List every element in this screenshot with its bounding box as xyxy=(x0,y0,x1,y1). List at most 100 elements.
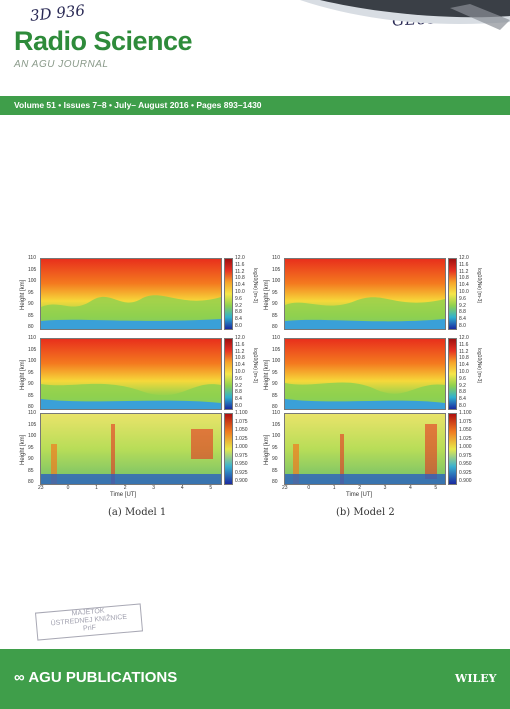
model1-row3-x-tick: 1 xyxy=(95,485,98,491)
issue-line: Volume 51 • Issues 7–8 • July– August 20… xyxy=(14,100,262,110)
model2-row3-x-tick: 23 xyxy=(282,485,288,491)
model2-row1-y-tick: 85 xyxy=(272,312,278,319)
model2-panel-2 xyxy=(284,338,446,410)
model1-row1-colorbar-label: 10.0 xyxy=(235,289,245,295)
model2-row2-y-tick: 95 xyxy=(272,369,278,376)
model2-row2-y-tick: 110 xyxy=(272,335,280,341)
model1-row2-y-tick: 80 xyxy=(28,404,34,410)
model1-row1-colorbar-unit: log10(Ne) [m-3] xyxy=(252,268,258,303)
model1-row2-colorbar-label: 8.4 xyxy=(235,396,242,403)
model1-row3-x-tick: 5 xyxy=(209,485,213,491)
model1-row3-x-tick: 4 xyxy=(180,485,184,491)
model1-colorbar-2 xyxy=(224,338,233,410)
model1-row3-colorbar-label: 0.950 xyxy=(235,461,248,467)
model2-row1-colorbar-unit: log10(Ne) [m-3] xyxy=(476,268,482,303)
model2-row2-y-tick: 90 xyxy=(272,381,278,387)
model1-panel-2 xyxy=(40,338,222,410)
model1-panel-1 xyxy=(40,258,222,330)
model1-row2-colorbar-label: 11.2 xyxy=(235,348,245,355)
model1-row3-y-tick: 105 xyxy=(28,421,37,428)
model1-row2-colorbar-label: 10.4 xyxy=(235,362,245,369)
agu-publications-logo: ∞ AGU PUBLICATIONS xyxy=(14,669,178,686)
model1-row1-colorbar-label: 8.0 xyxy=(235,323,242,329)
model2-row1-y-tick: 110 xyxy=(272,255,280,261)
model2-row3-colorbar-label: 0.975 xyxy=(459,452,472,459)
model2-row3-colorbar-label: 1.000 xyxy=(459,444,472,450)
model2-row2-y-tick: 100 xyxy=(272,358,281,364)
model2-row3-colorbar-label: 0.950 xyxy=(459,461,472,467)
model1-row3-x-tick: 0 xyxy=(66,485,70,491)
model2-row1-colorbar-label: 8.0 xyxy=(459,323,466,329)
handwritten-note-left: 3D 936 xyxy=(29,1,86,25)
model1-colorbar-3 xyxy=(224,413,233,485)
model1-row2-colorbar-label: 9.6 xyxy=(235,375,242,382)
model2-row1-colorbar-label: 10.8 xyxy=(459,275,469,282)
model2-row2-colorbar-label: 8.8 xyxy=(459,389,466,396)
library-stamp: MAJETOK ÚSTREDNEJ KNIŽNICE PriF xyxy=(34,603,144,641)
model2-panel-1 xyxy=(284,258,446,330)
model2-row3-x-tick: 2 xyxy=(358,485,361,491)
model1-row3-x-tick: 2 xyxy=(123,485,127,491)
model2-row1-colorbar-label: 8.4 xyxy=(459,316,466,323)
model2-row3-y-tick: 85 xyxy=(272,467,278,474)
model2-row3-x-tick: 0 xyxy=(307,485,311,491)
model2-row1-colorbar-label: 10.0 xyxy=(459,289,469,295)
model2-row2-colorbar-label: 10.4 xyxy=(459,362,469,369)
model1-row3-y-tick: 110 xyxy=(28,410,36,416)
caption-model-2: (b) Model 2 xyxy=(336,507,395,518)
model1-row3-colorbar-label: 1.075 xyxy=(235,418,248,425)
model2-row1-y-tick: 105 xyxy=(272,266,281,273)
model2-row1-colorbar-label: 11.6 xyxy=(459,261,469,268)
model1-row1-y-tick: 95 xyxy=(28,289,34,296)
model2-row1-y-tick: 80 xyxy=(272,324,278,330)
model2-row1-y-tick: 100 xyxy=(272,278,281,284)
model2-row2-colorbar-label: 11.2 xyxy=(459,348,469,355)
model2-row3-colorbar-label: 1.025 xyxy=(459,435,472,442)
model2-row1-colorbar-label: 9.2 xyxy=(459,302,466,309)
model2-row2-y-tick: 80 xyxy=(272,404,278,410)
model2-row1-colorbar-label: 11.2 xyxy=(459,268,469,275)
model2-colorbar-3 xyxy=(448,413,457,485)
model1-row2-colorbar-label: 10.8 xyxy=(235,355,245,362)
issue-band xyxy=(0,96,510,115)
model1-row3-y-label: Height [km] xyxy=(20,434,26,465)
model1-row1-colorbar-label: 10.8 xyxy=(235,275,245,282)
model2-row1-colorbar-label: 12.0 xyxy=(459,255,469,261)
model1-row3-colorbar-label: 0.975 xyxy=(235,452,248,459)
model2-row3-x-tick: 3 xyxy=(383,485,387,491)
footer-band xyxy=(0,649,510,709)
model2-row3-colorbar-label: 0.900 xyxy=(459,478,472,484)
model2-row1-y-tick: 90 xyxy=(272,301,278,307)
model2-row3-colorbar-label: 1.050 xyxy=(459,427,472,433)
model1-row1-colorbar-label: 8.4 xyxy=(235,316,242,323)
model1-row2-y-label: Height [km] xyxy=(20,359,26,390)
model1-row2-colorbar-label: 8.8 xyxy=(235,389,242,396)
model2-row2-y-tick: 85 xyxy=(272,392,278,399)
model1-row1-colorbar-label: 9.6 xyxy=(235,295,242,302)
model1-row2-y-tick: 90 xyxy=(28,381,34,387)
model1-row1-colorbar-label: 9.2 xyxy=(235,302,242,309)
model1-row2-y-tick: 105 xyxy=(28,346,37,353)
model1-row1-y-tick: 85 xyxy=(28,312,34,319)
model2-row3-x-tick: 4 xyxy=(408,485,412,491)
model2-row3-colorbar-label: 1.075 xyxy=(459,418,472,425)
caption-model-1: (a) Model 1 xyxy=(108,507,167,518)
model2-row2-colorbar-label: 10.0 xyxy=(459,369,469,375)
model1-row1-colorbar-label: 11.6 xyxy=(235,261,245,268)
model1-panel-3 xyxy=(40,413,222,485)
model2-row3-y-tick: 80 xyxy=(272,479,278,485)
model1-row1-y-tick: 100 xyxy=(28,278,37,284)
model1-row2-colorbar-label: 10.0 xyxy=(235,369,245,375)
model1-row3-x-tick: 3 xyxy=(152,485,156,491)
model1-row3-colorbar-label: 1.025 xyxy=(235,435,248,442)
model2-row1-colorbar-label: 9.6 xyxy=(459,295,466,302)
model1-row1-y-tick: 80 xyxy=(28,324,34,330)
model1-row3-colorbar-label: 1.100 xyxy=(235,410,248,416)
model1-row1-colorbar-label: 11.2 xyxy=(235,268,245,275)
model1-row2-colorbar-unit: log10(Ne) [m-3] xyxy=(252,348,258,383)
model1-row3-y-tick: 80 xyxy=(28,479,34,485)
wiley-logo: WILEY xyxy=(455,672,497,685)
model2-colorbar-1 xyxy=(448,258,457,330)
model2-row3-x-tick: 5 xyxy=(434,485,438,491)
model2-row3-y-tick: 110 xyxy=(272,410,280,416)
